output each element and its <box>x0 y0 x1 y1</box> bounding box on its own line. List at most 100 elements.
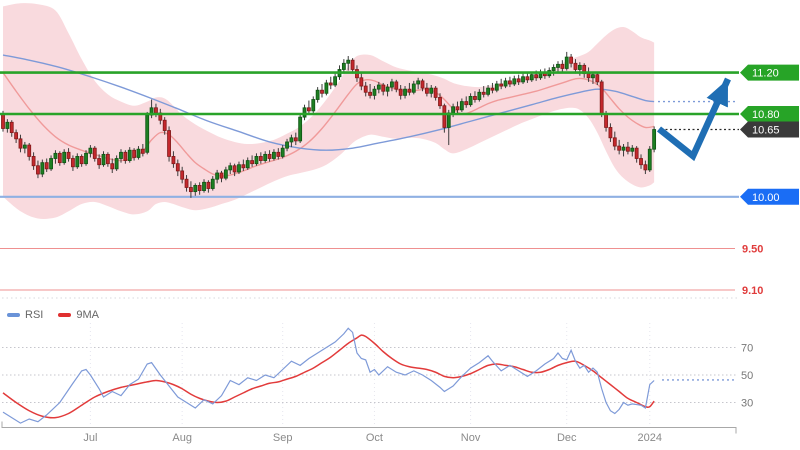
candle-down <box>320 89 324 94</box>
candle-down <box>92 147 97 159</box>
candle-down <box>481 91 486 95</box>
candle-up <box>647 148 652 171</box>
candle-up <box>88 147 93 154</box>
candle-down <box>36 165 40 175</box>
candle-up <box>223 169 228 179</box>
candle-down <box>180 170 185 180</box>
x-axis-label: 2024 <box>638 432 662 444</box>
candle-down <box>79 156 84 165</box>
x-axis <box>1 421 737 434</box>
candle-down <box>232 165 237 173</box>
candle-up <box>652 129 657 150</box>
candle-up <box>254 156 259 165</box>
candle-down <box>525 76 530 81</box>
candle-up <box>376 84 381 90</box>
candle-down <box>197 185 202 191</box>
candle-down <box>473 96 477 100</box>
candle-up <box>136 148 141 158</box>
candle-down <box>368 91 372 96</box>
candle-down <box>175 163 180 172</box>
candle-down <box>608 127 613 139</box>
rsi-tick-label: 30 <box>741 398 753 410</box>
candle-up <box>302 107 307 118</box>
candle-up <box>145 114 150 153</box>
candle-up <box>22 144 27 149</box>
candle-up <box>621 146 626 151</box>
candle-down <box>66 151 71 159</box>
candle-down <box>219 172 224 179</box>
candle-down <box>184 178 189 188</box>
candle-up <box>311 99 316 112</box>
candle-up <box>245 160 250 169</box>
volatility-band <box>3 3 655 219</box>
candle-down <box>569 56 573 64</box>
candle-down <box>573 62 578 70</box>
candle-down <box>350 59 355 70</box>
candle-up <box>62 151 67 164</box>
candle-up <box>512 78 517 85</box>
x-axis-label: Jul <box>83 432 97 444</box>
price-tag-10.00: 10.00 <box>740 188 799 205</box>
candle-down <box>18 138 23 149</box>
candle-down <box>206 181 211 189</box>
ma-legend-label[interactable]: 9MA <box>76 309 99 321</box>
candle-down <box>162 119 167 131</box>
candle-down <box>171 156 176 165</box>
rsi-legend-swatch[interactable] <box>7 313 20 317</box>
candle-up <box>494 83 499 91</box>
candle-down <box>328 82 333 86</box>
candle-down <box>167 130 171 157</box>
candle-up <box>75 156 80 168</box>
candle-up <box>298 116 303 142</box>
candle-up <box>101 153 106 166</box>
candle-down <box>140 148 145 154</box>
candle-up <box>285 141 289 149</box>
candle-down <box>455 106 460 111</box>
candle-up <box>315 89 320 100</box>
candle-up <box>521 76 525 83</box>
candle-down <box>44 162 49 170</box>
ma-legend-swatch[interactable] <box>58 313 72 317</box>
rsi-legend-label[interactable]: RSI <box>25 309 44 321</box>
candle-down <box>132 149 137 158</box>
candle-up <box>529 74 534 81</box>
candle-down <box>258 156 263 161</box>
candle-down <box>586 73 591 79</box>
candle-up <box>503 80 508 87</box>
candle-up <box>459 101 464 111</box>
candle-down <box>438 97 442 107</box>
candle-down <box>626 146 630 152</box>
candle-up <box>237 164 241 173</box>
candle-up <box>49 158 53 170</box>
candle-down <box>617 145 622 151</box>
candle-down <box>31 156 36 167</box>
candle-down <box>97 158 102 166</box>
candle-down <box>424 87 429 94</box>
candle-down <box>363 85 368 93</box>
candle-up <box>193 185 198 193</box>
candle-down <box>71 158 75 168</box>
candle-down <box>110 163 115 170</box>
candle-up <box>630 147 635 152</box>
candle-up <box>40 162 45 175</box>
candle-down <box>433 87 438 98</box>
candle-down <box>105 153 110 165</box>
candle-up <box>119 151 123 159</box>
candle-up <box>411 83 416 93</box>
candle-up <box>84 152 88 165</box>
candle-down <box>612 137 617 147</box>
candle-down <box>293 137 298 142</box>
candle-down <box>14 132 19 140</box>
x-axis-label: Dec <box>557 432 577 444</box>
x-axis-label: Aug <box>172 432 192 444</box>
candle-down <box>420 80 425 89</box>
trend-annotation-arrow[interactable] <box>656 77 731 162</box>
candle-down <box>639 158 643 166</box>
candle-down <box>9 121 14 134</box>
candle-down <box>595 74 600 83</box>
candle-up <box>5 121 10 129</box>
candle-up <box>272 151 276 159</box>
candle-down <box>499 83 504 87</box>
